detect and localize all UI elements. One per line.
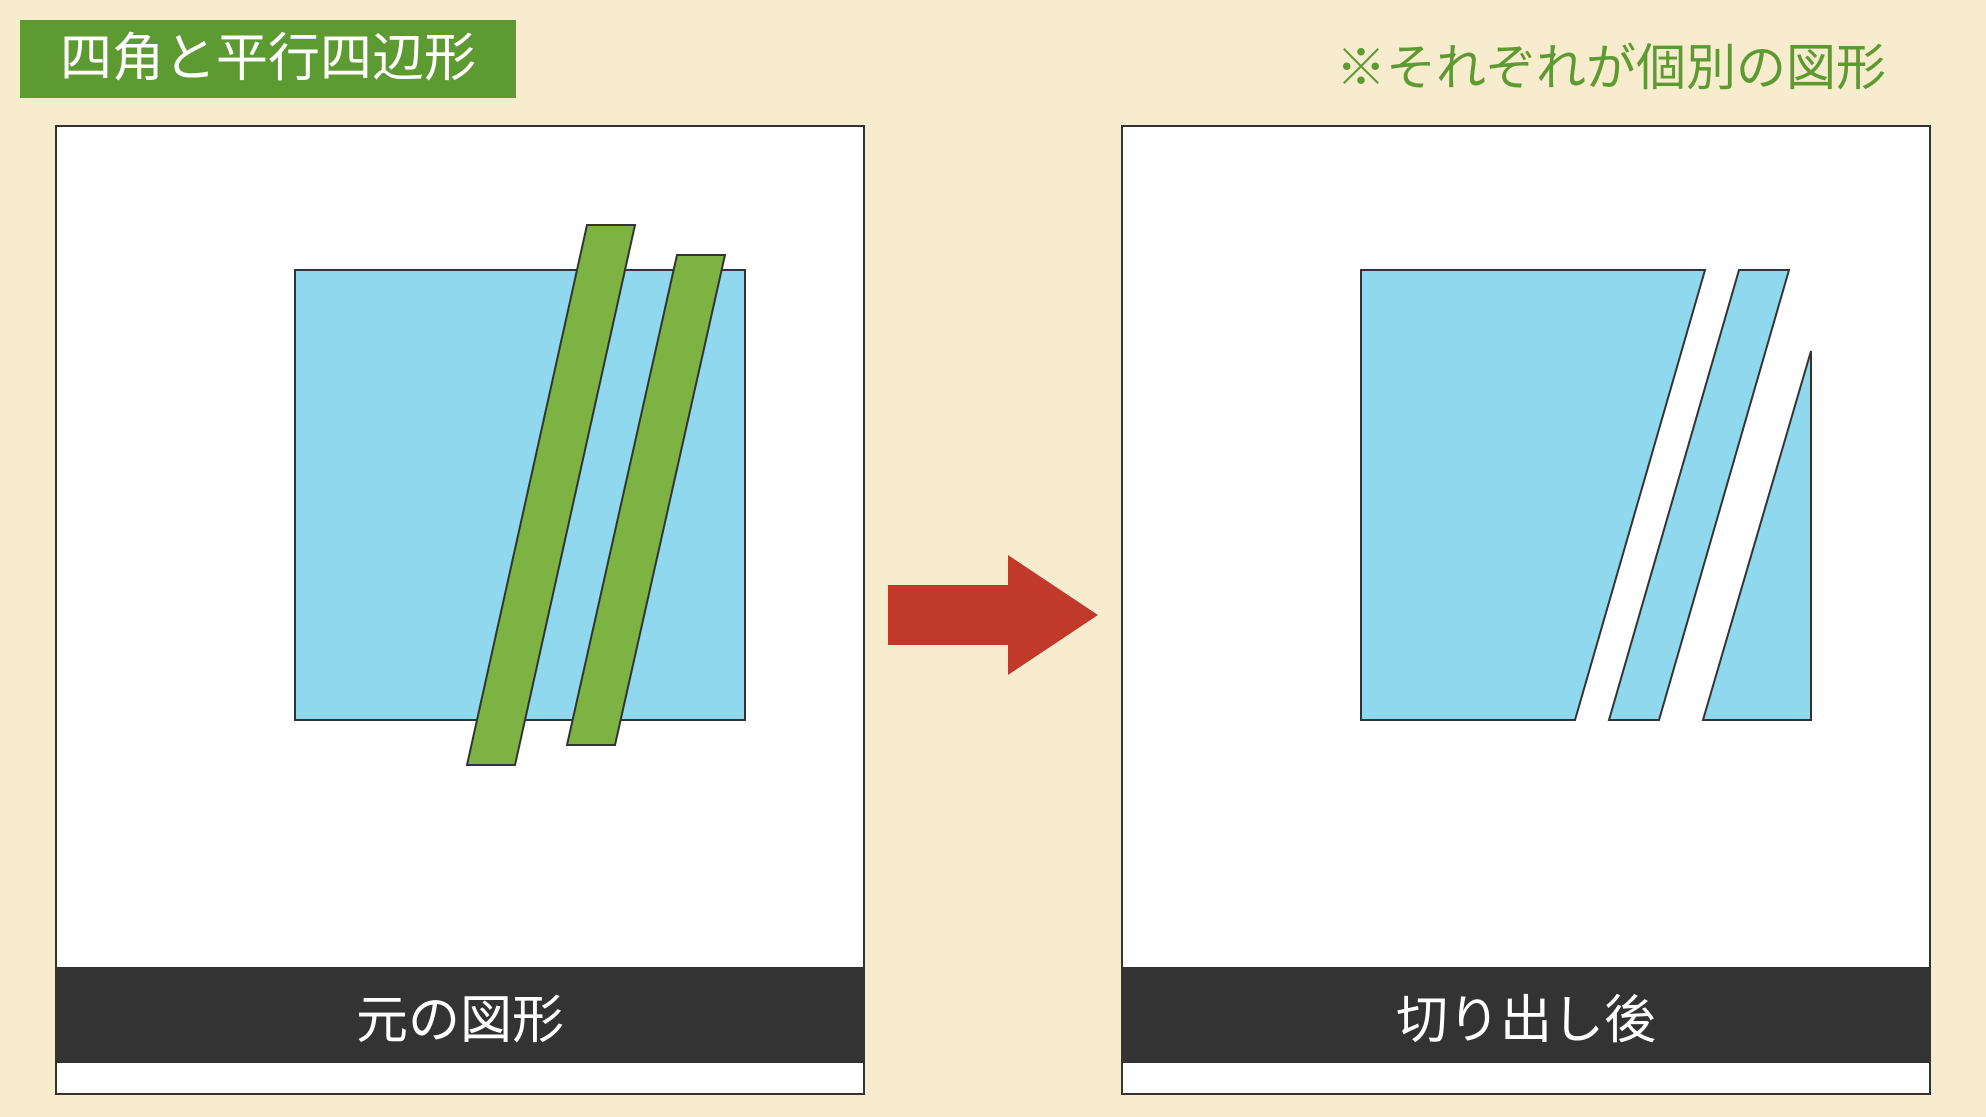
panel-result-caption-text: 切り出し後 bbox=[1396, 978, 1656, 1053]
panel-original-canvas bbox=[55, 125, 865, 1095]
panel-original: 元の図形 bbox=[55, 125, 865, 1095]
panel-original-caption-text: 元の図形 bbox=[356, 978, 564, 1053]
panel-result-canvas bbox=[1121, 125, 1931, 1095]
subtitle-text: ※それぞれが個別の図形 bbox=[1336, 28, 1886, 100]
arrow-shape bbox=[888, 555, 1098, 675]
panel-original-caption: 元の図形 bbox=[55, 967, 865, 1063]
title-text: 四角と平行四辺形 bbox=[60, 30, 476, 88]
arrow-icon bbox=[888, 555, 1098, 675]
title-badge: 四角と平行四辺形 bbox=[20, 20, 516, 98]
slide-page: 四角と平行四辺形 ※それぞれが個別の図形 元の図形 bbox=[0, 0, 1986, 1117]
panel-result-caption: 切り出し後 bbox=[1121, 967, 1931, 1063]
panel-result: 切り出し後 bbox=[1121, 125, 1931, 1095]
